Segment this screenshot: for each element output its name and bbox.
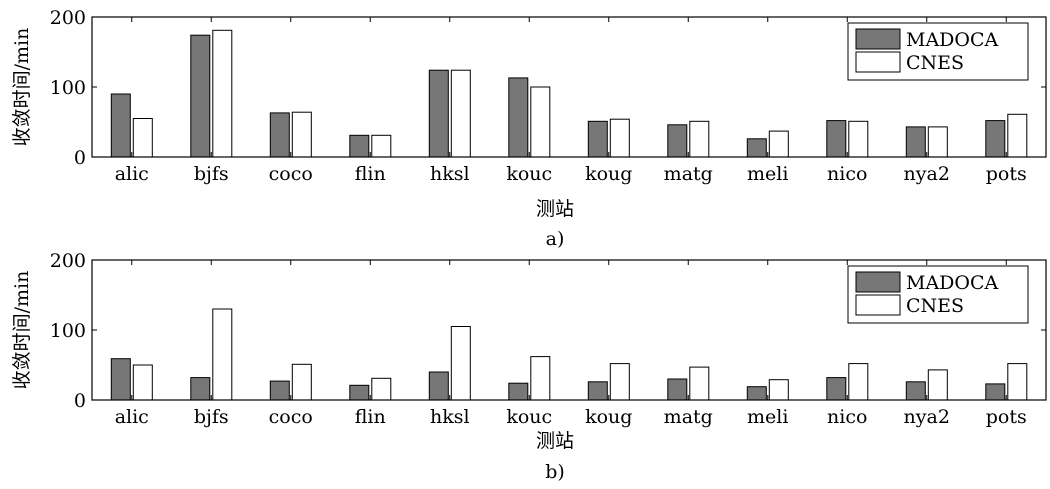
bar-cnes-meli	[768, 130, 789, 158]
bar-madoca-koug	[587, 381, 608, 401]
bar-madoca-coco	[269, 112, 290, 158]
bar-madoca-alic	[110, 358, 131, 401]
x-tick-label: nya2	[904, 163, 950, 185]
legend-label-cnes: CNES	[906, 52, 964, 74]
bar-madoca-kouc	[508, 77, 529, 158]
x-tick-label: pots	[986, 163, 1027, 185]
bar-madoca-hksl	[428, 371, 449, 401]
x-tick-label: nya2	[904, 406, 950, 428]
bar-cnes-koug	[609, 363, 630, 401]
legend-label-madoca: MADOCA	[906, 29, 999, 51]
y-tick-label: 100	[50, 77, 86, 99]
legend-label-cnes: CNES	[906, 295, 964, 317]
x-tick-label: bjfs	[194, 163, 229, 185]
x-tick-label: hksl	[430, 163, 470, 185]
bar-madoca-bjfs	[190, 34, 211, 158]
bar-madoca-meli	[746, 138, 767, 158]
bar-cnes-coco	[291, 363, 312, 401]
x-tick-label: pots	[986, 406, 1027, 428]
bar-madoca-pots	[985, 383, 1006, 401]
legend-swatch-cnes	[855, 51, 901, 73]
bar-madoca-flin	[349, 384, 370, 401]
bar-madoca-matg	[667, 378, 688, 401]
bar-cnes-alic	[132, 118, 153, 158]
bar-cnes-nya2	[927, 126, 948, 158]
bar-madoca-pots	[985, 120, 1006, 158]
bar-cnes-hksl	[450, 326, 471, 401]
x-tick-label: flin	[355, 163, 386, 185]
bar-cnes-matg	[689, 366, 710, 401]
bar-cnes-matg	[689, 120, 710, 158]
legend-swatch-madoca	[855, 28, 901, 50]
bar-cnes-nya2	[927, 369, 948, 401]
bar-madoca-alic	[110, 93, 131, 158]
y-tick-label: 200	[50, 7, 86, 29]
bar-madoca-flin	[349, 134, 370, 158]
chart-panel-b: alic bjfs coco flin hksl kouc koug matg meli nico…	[11, 250, 1047, 483]
bar-madoca-koug	[587, 120, 608, 158]
bar-cnes-pots	[1007, 113, 1028, 158]
x-tick-label: nico	[827, 163, 867, 185]
bar-cnes-koug	[609, 118, 630, 158]
bar-cnes-hksl	[450, 69, 471, 158]
legend-swatch-madoca	[855, 271, 901, 293]
x-tick-label: meli	[747, 406, 788, 428]
bar-cnes-kouc	[530, 86, 551, 158]
x-tick-label: kouc	[506, 163, 552, 185]
bar-cnes-pots	[1007, 363, 1028, 401]
bar-cnes-flin	[371, 134, 392, 158]
x-tick-label: nico	[827, 406, 867, 428]
y-tick-label: 0	[74, 147, 86, 169]
x-tick-label: koug	[585, 163, 632, 185]
x-tick-label: alic	[115, 163, 149, 185]
x-tick-label: kouc	[506, 406, 552, 428]
bar-madoca-nico	[826, 377, 847, 401]
bar-cnes-coco	[291, 111, 312, 158]
x-tick-label: alic	[115, 406, 149, 428]
legend-swatch-cnes	[855, 294, 901, 316]
y-tick-label: 0	[74, 390, 86, 412]
y-axis-title: 收敛时间/min	[11, 28, 33, 147]
bar-madoca-bjfs	[190, 377, 211, 401]
x-tick-label: bjfs	[194, 406, 229, 428]
x-tick-label: hksl	[430, 406, 470, 428]
legend-label-madoca: MADOCA	[906, 272, 999, 294]
panel-label: b)	[545, 461, 565, 483]
bar-cnes-meli	[768, 379, 789, 401]
bar-cnes-alic	[132, 364, 153, 401]
x-axis-title: 测站	[536, 198, 574, 220]
bar-madoca-nya2	[905, 126, 926, 158]
x-tick-label: matg	[664, 163, 713, 185]
bar-cnes-kouc	[530, 356, 551, 401]
bar-madoca-meli	[746, 386, 767, 401]
x-tick-label: koug	[585, 406, 632, 428]
bar-madoca-hksl	[428, 69, 449, 158]
bar-madoca-matg	[667, 124, 688, 158]
x-tick-label: coco	[269, 163, 313, 185]
bar-madoca-kouc	[508, 382, 529, 401]
y-tick-label: 200	[50, 250, 86, 272]
y-tick-label: 100	[50, 320, 86, 342]
x-tick-label: matg	[664, 406, 713, 428]
x-tick-label: coco	[269, 406, 313, 428]
x-tick-label: meli	[747, 163, 788, 185]
bar-cnes-bjfs	[212, 308, 233, 401]
bar-madoca-nico	[826, 120, 847, 158]
y-axis-title: 收敛时间/min	[11, 271, 33, 390]
bar-cnes-nico	[848, 120, 869, 158]
x-axis-title: 测站	[536, 430, 574, 452]
bar-madoca-coco	[269, 380, 290, 401]
bar-cnes-bjfs	[212, 29, 233, 158]
chart-panel-a: alic bjfs coco flin hksl kouc koug matg meli nico…	[11, 7, 1047, 250]
bar-cnes-nico	[848, 363, 869, 401]
panel-label: a)	[546, 228, 565, 250]
bar-madoca-nya2	[905, 381, 926, 401]
bar-cnes-flin	[371, 377, 392, 401]
x-tick-label: flin	[355, 406, 386, 428]
